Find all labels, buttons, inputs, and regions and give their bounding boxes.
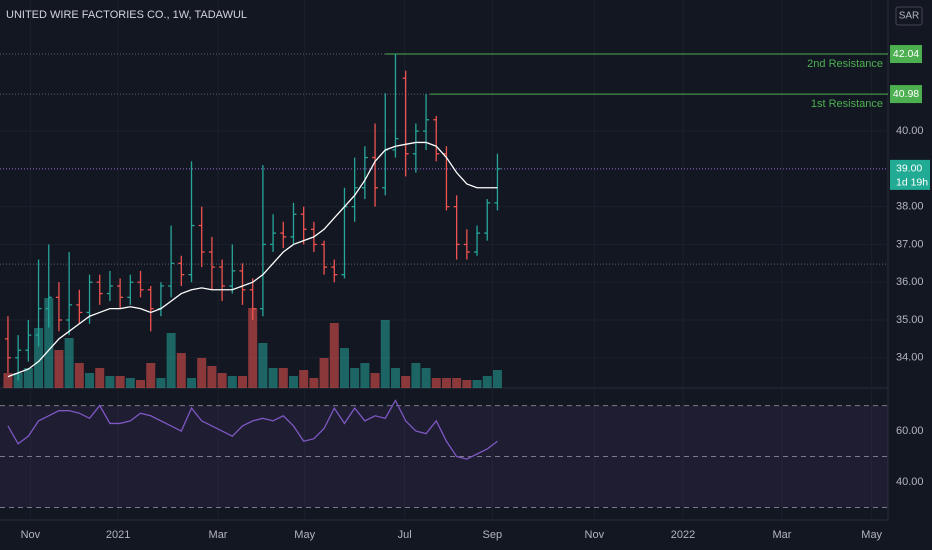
volume-bar	[278, 368, 288, 388]
x-tick-label: 2022	[671, 529, 695, 541]
rsi-tick-label: 60.00	[896, 425, 924, 437]
y-tick-label: 38.00	[896, 201, 924, 213]
volume-bar	[421, 368, 431, 388]
volume-bar	[44, 298, 54, 388]
volume-bar	[13, 373, 23, 388]
volume-bar	[217, 373, 227, 388]
volume-bar	[115, 376, 125, 388]
volume-bar	[258, 343, 268, 388]
x-tick-label: Nov	[21, 529, 41, 541]
volume-bar	[492, 370, 502, 388]
x-tick-label: Sep	[483, 529, 503, 541]
volume-bar	[339, 348, 349, 388]
volume-bar	[166, 333, 176, 388]
volume-bar	[380, 320, 390, 388]
volume-bar	[370, 373, 380, 388]
currency-label[interactable]: SAR	[899, 11, 920, 22]
y-tick-label: 36.00	[896, 276, 924, 288]
volume-bar	[105, 376, 115, 388]
x-tick-label: May	[294, 529, 315, 541]
volume-bar	[146, 363, 156, 388]
rsi-tick-label: 40.00	[896, 476, 924, 488]
chart-title: UNITED WIRE FACTORIES CO., 1W, TADAWUL	[6, 9, 247, 21]
volume-bar	[288, 376, 298, 388]
price-badge	[890, 85, 922, 104]
moving-average-line	[7, 141, 498, 378]
volume-bar	[54, 350, 64, 388]
volume-bar	[74, 363, 84, 388]
volume-bar	[34, 328, 44, 388]
price-badge	[890, 45, 922, 64]
x-tick-label: Mar	[209, 529, 228, 541]
volume-bar	[411, 363, 421, 388]
volume-bar	[268, 368, 278, 388]
volume-bar	[237, 376, 247, 388]
volume-bar	[156, 378, 166, 388]
current-price-badge	[890, 159, 930, 190]
y-tick-label: 40.00	[896, 125, 924, 137]
volume-bar	[176, 353, 186, 388]
volume-bar	[309, 378, 319, 388]
volume-bar	[319, 358, 329, 388]
rsi-line	[7, 399, 498, 460]
x-tick-label: May	[861, 529, 882, 541]
x-tick-label: Mar	[772, 529, 791, 541]
x-tick-label: 2021	[106, 529, 130, 541]
countdown-label: 1d 19h	[896, 177, 928, 189]
volume-bar	[452, 378, 462, 388]
volume-bar	[85, 373, 95, 388]
volume-bar	[248, 308, 258, 388]
volume-bar	[329, 323, 339, 388]
volume-bar	[125, 378, 135, 388]
volume-bar	[401, 376, 411, 388]
x-tick-label: Nov	[585, 529, 605, 541]
volume-bar	[360, 363, 370, 388]
current-price-label: 39.00	[896, 163, 922, 175]
volume-bar	[472, 380, 482, 388]
volume-bar	[431, 378, 441, 388]
volume-bar	[187, 378, 197, 388]
x-tick-label: Jul	[398, 529, 412, 541]
volume-bar	[227, 376, 237, 388]
y-tick-label: 34.00	[896, 352, 924, 364]
volume-bar	[462, 380, 472, 388]
volume-bar	[197, 358, 207, 388]
volume-bar	[350, 368, 360, 388]
volume-bar	[23, 368, 33, 388]
currency-button[interactable]	[895, 6, 923, 26]
resistance-label: 2nd Resistance	[807, 58, 883, 70]
volume-bar	[95, 368, 105, 388]
volume-bar	[299, 370, 309, 388]
volume-bar	[482, 376, 492, 388]
volume-bar	[441, 378, 451, 388]
volume-bar	[3, 373, 13, 388]
y-tick-label: 37.00	[896, 238, 924, 250]
volume-bar	[136, 380, 146, 388]
resistance-label: 1st Resistance	[811, 98, 883, 110]
volume-bar	[64, 338, 74, 388]
price-badge-label: 42.04	[893, 48, 919, 60]
volume-bar	[207, 366, 217, 388]
price-badge-label: 40.98	[893, 88, 919, 100]
y-tick-label: 35.00	[896, 314, 924, 326]
volume-bar	[390, 368, 400, 388]
